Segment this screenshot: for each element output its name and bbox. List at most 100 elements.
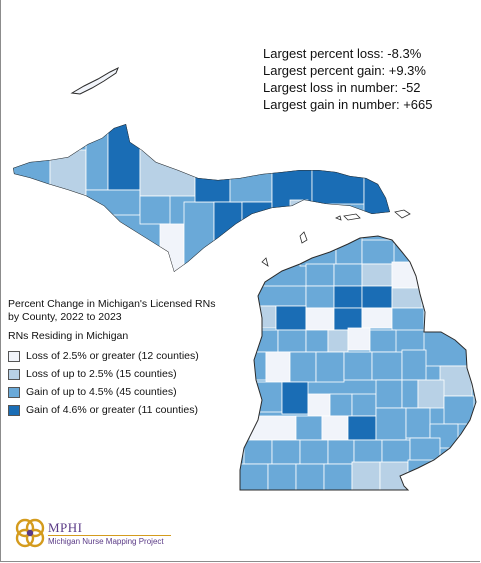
legend-item-loss-small: Loss of up to 2.5% (15 counties) — [8, 365, 238, 383]
county — [305, 329, 329, 353]
legend-swatch — [8, 368, 20, 380]
county — [327, 439, 355, 465]
county — [333, 285, 363, 309]
logo-text: MPHI Michigan Nurse Mapping Project — [48, 521, 171, 547]
county — [323, 463, 353, 490]
county — [307, 393, 331, 417]
county — [289, 199, 309, 221]
county — [305, 307, 335, 331]
county — [139, 149, 196, 197]
county — [299, 239, 337, 267]
beaver-island — [299, 231, 308, 244]
legend-swatch — [8, 404, 20, 416]
stat-largest-percent-gain: Largest percent gain: +9.3% — [263, 63, 426, 78]
legend-item-label: Gain of 4.6% or greater (11 counties) — [26, 404, 198, 416]
county — [289, 351, 317, 383]
logo-rule — [48, 535, 171, 536]
county — [275, 305, 307, 331]
logo-brand: MPHI — [48, 520, 83, 535]
legend-item-gain-small: Gain of up to 4.5% (45 counties) — [8, 383, 238, 401]
county — [369, 329, 397, 353]
county — [407, 459, 439, 490]
legend-item-loss-large: Loss of 2.5% or greater (12 counties) — [8, 347, 238, 365]
mphi-logo: MPHI Michigan Nurse Mapping Project — [14, 517, 171, 549]
mackinac-island — [335, 215, 342, 221]
county — [257, 285, 307, 307]
county — [329, 393, 353, 417]
legend-item-label: Loss of 2.5% or greater (12 counties) — [26, 350, 199, 362]
islands — [261, 209, 411, 267]
north-manitou-island — [261, 257, 269, 267]
county — [401, 349, 427, 381]
county — [371, 351, 403, 381]
map-legend: Percent Change in Michigan's Licensed RN… — [8, 298, 238, 419]
county — [347, 415, 377, 441]
county — [315, 351, 345, 383]
county — [139, 195, 171, 225]
county — [229, 159, 273, 203]
legend-item-label: Gain of up to 4.5% (45 counties) — [26, 386, 177, 398]
county — [255, 329, 279, 353]
county — [361, 285, 393, 309]
county — [271, 439, 301, 465]
county — [391, 287, 423, 309]
county — [343, 351, 373, 381]
county — [277, 329, 307, 353]
county — [295, 463, 325, 490]
stat-largest-percent-loss: Largest percent loss: -8.3% — [263, 46, 422, 61]
county — [405, 407, 431, 439]
county — [417, 379, 445, 409]
county — [391, 307, 425, 331]
legend-title: Percent Change in Michigan's Licensed RN… — [8, 298, 238, 324]
county — [381, 439, 411, 465]
county — [85, 189, 141, 216]
stat-largest-gain-number: Largest gain in number: +665 — [263, 97, 433, 112]
county — [439, 365, 473, 397]
legend-title-line-1: Percent Change in Michigan's Licensed RN… — [8, 298, 216, 310]
county — [107, 124, 141, 191]
county — [251, 381, 283, 413]
lower-peninsula-shoreline — [239, 235, 477, 491]
stat-largest-loss-number: Largest loss in number: -52 — [263, 80, 421, 95]
county — [49, 149, 87, 196]
legend-item-label: Loss of up to 2.5% (15 counties) — [26, 368, 177, 380]
county — [13, 149, 51, 191]
county — [213, 201, 243, 243]
county — [375, 407, 407, 441]
county — [423, 331, 469, 367]
county — [85, 129, 109, 191]
summary-statistics: Largest percent loss: -8.3% Largest perc… — [263, 45, 432, 113]
county — [401, 379, 419, 409]
county — [305, 263, 335, 287]
county — [327, 329, 349, 353]
county — [159, 223, 185, 272]
legend-title-line-2: by County, 2022 to 2023 — [8, 311, 122, 323]
county — [361, 263, 393, 287]
county — [243, 439, 273, 465]
county — [267, 463, 297, 490]
county — [351, 393, 377, 417]
mphi-logo-icon — [15, 518, 45, 548]
legend-swatch — [8, 386, 20, 398]
county — [295, 415, 323, 441]
county — [321, 415, 349, 441]
county — [249, 415, 297, 441]
county — [299, 439, 329, 465]
drummond-island — [394, 209, 411, 219]
county — [241, 201, 273, 235]
county — [361, 307, 393, 329]
county — [305, 285, 335, 309]
county — [194, 159, 231, 203]
isle-royale — [70, 66, 119, 95]
county — [333, 263, 363, 287]
county — [361, 239, 395, 265]
legend-swatch — [8, 350, 20, 362]
county — [240, 463, 269, 490]
county — [351, 461, 381, 490]
county — [311, 159, 365, 205]
legend-subtitle: RNs Residing in Michigan — [8, 330, 129, 342]
county — [443, 395, 475, 425]
lower-peninsula — [239, 235, 477, 491]
